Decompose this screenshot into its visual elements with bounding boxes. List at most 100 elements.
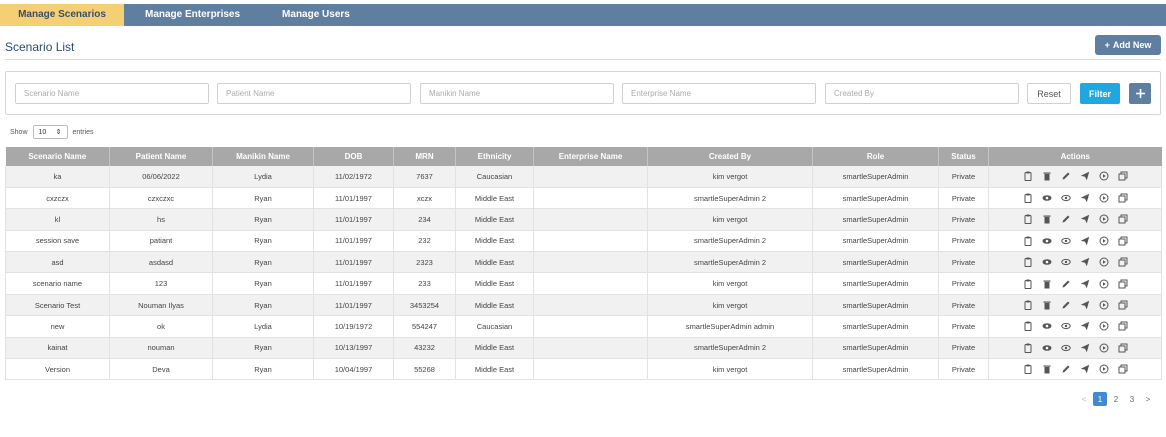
column-header[interactable]: Patient Name xyxy=(109,147,213,166)
column-header[interactable]: Manikin Name xyxy=(212,147,314,166)
eye-outline-icon[interactable] xyxy=(1059,319,1073,333)
table-row[interactable]: Scenario Test Nouman Ilyas Ryan 11/01/1997 3… xyxy=(5,294,1162,317)
table-row[interactable]: kl hs Ryan 11/01/1997 234 Middle East kim verg… xyxy=(5,208,1162,231)
tab-manage-enterprises[interactable]: Manage Enterprises xyxy=(145,9,241,20)
play-icon[interactable] xyxy=(1097,191,1111,205)
pencil-icon[interactable] xyxy=(1059,212,1073,226)
clipboard-icon[interactable] xyxy=(1021,255,1035,269)
table-row[interactable]: kainat nouman Ryan 10/13/1997 43232 Middle Ea… xyxy=(5,337,1162,360)
send-icon[interactable] xyxy=(1078,319,1092,333)
pencil-icon[interactable] xyxy=(1059,298,1073,312)
copy-icon[interactable] xyxy=(1116,255,1130,269)
eye-icon[interactable] xyxy=(1040,341,1054,355)
play-icon[interactable] xyxy=(1097,298,1111,312)
pencil-icon[interactable] xyxy=(1059,169,1073,183)
column-header[interactable]: Created By xyxy=(647,147,813,166)
send-icon[interactable] xyxy=(1078,234,1092,248)
trash-icon[interactable] xyxy=(1040,362,1054,376)
copy-icon[interactable] xyxy=(1116,191,1130,205)
table-row[interactable]: cxzczx czxczxc Ryan 11/01/1997 xczx Middle Ea… xyxy=(5,187,1162,210)
copy-icon[interactable] xyxy=(1116,277,1130,291)
send-icon[interactable] xyxy=(1078,191,1092,205)
trash-icon[interactable] xyxy=(1040,212,1054,226)
copy-icon[interactable] xyxy=(1116,212,1130,226)
add-new-button[interactable]: + Add New xyxy=(1095,35,1161,55)
send-icon[interactable] xyxy=(1078,277,1092,291)
filter-button[interactable]: Filter xyxy=(1080,83,1120,104)
send-icon[interactable] xyxy=(1078,255,1092,269)
eye-outline-icon[interactable] xyxy=(1059,255,1073,269)
column-header[interactable]: Status xyxy=(938,147,989,166)
column-header[interactable]: Ethnicity xyxy=(455,147,534,166)
clipboard-icon[interactable] xyxy=(1021,191,1035,205)
eye-icon[interactable] xyxy=(1040,191,1054,205)
play-icon[interactable] xyxy=(1097,255,1111,269)
send-icon[interactable] xyxy=(1078,341,1092,355)
trash-icon[interactable] xyxy=(1040,169,1054,183)
eye-icon[interactable] xyxy=(1040,255,1054,269)
column-header[interactable]: Enterprise Name xyxy=(533,147,648,166)
play-icon[interactable] xyxy=(1097,234,1111,248)
clipboard-icon[interactable] xyxy=(1021,298,1035,312)
copy-icon[interactable] xyxy=(1116,362,1130,376)
page-3-button[interactable]: 3 xyxy=(1129,394,1135,404)
eye-outline-icon[interactable] xyxy=(1059,341,1073,355)
table-row[interactable]: scenario name 123 Ryan 11/01/1997 233 Middle … xyxy=(5,272,1162,295)
play-icon[interactable] xyxy=(1097,362,1111,376)
patient-name-filter[interactable] xyxy=(217,83,411,104)
play-icon[interactable] xyxy=(1097,277,1111,291)
table-row[interactable]: new ok Lydia 10/19/1972 554247 Caucasian smart… xyxy=(5,315,1162,338)
play-icon[interactable] xyxy=(1097,169,1111,183)
eye-icon[interactable] xyxy=(1040,319,1054,333)
clipboard-icon[interactable] xyxy=(1021,277,1035,291)
reset-button[interactable]: Reset xyxy=(1027,83,1071,104)
table-row[interactable]: session save patiant Ryan 11/01/1997 232 Midd… xyxy=(5,230,1162,253)
copy-icon[interactable] xyxy=(1116,169,1130,183)
send-icon[interactable] xyxy=(1078,169,1092,183)
copy-icon[interactable] xyxy=(1116,234,1130,248)
send-icon[interactable] xyxy=(1078,362,1092,376)
table-row[interactable]: Version Deva Ryan 10/04/1997 55268 Middle Eas… xyxy=(5,358,1162,381)
tab-manage-users[interactable]: Manage Users xyxy=(282,9,350,20)
entries-select[interactable]: 10 ⇕ xyxy=(32,125,68,139)
trash-icon[interactable] xyxy=(1040,277,1054,291)
column-header[interactable]: MRN xyxy=(393,147,456,166)
clipboard-icon[interactable] xyxy=(1021,362,1035,376)
tab-manage-scenarios[interactable]: Manage Scenarios xyxy=(0,4,124,26)
next-page-button[interactable]: > xyxy=(1145,394,1151,404)
page-1-button[interactable]: 1 xyxy=(1093,392,1107,406)
play-icon[interactable] xyxy=(1097,319,1111,333)
manikin-name-filter[interactable] xyxy=(420,83,614,104)
copy-icon[interactable] xyxy=(1116,319,1130,333)
column-header[interactable]: Role xyxy=(812,147,939,166)
add-filter-button[interactable] xyxy=(1129,83,1151,104)
clipboard-icon[interactable] xyxy=(1021,234,1035,248)
clipboard-icon[interactable] xyxy=(1021,319,1035,333)
play-icon[interactable] xyxy=(1097,341,1111,355)
clipboard-icon[interactable] xyxy=(1021,169,1035,183)
column-header[interactable]: DOB xyxy=(313,147,394,166)
send-icon[interactable] xyxy=(1078,212,1092,226)
enterprise-name-filter[interactable] xyxy=(622,83,816,104)
created-by-filter[interactable] xyxy=(825,83,1019,104)
copy-icon[interactable] xyxy=(1116,341,1130,355)
play-icon[interactable] xyxy=(1097,212,1111,226)
table-row[interactable]: ka 06/06/2022 Lydia 11/02/1972 7637 Caucasian… xyxy=(5,166,1162,188)
eye-outline-icon[interactable] xyxy=(1059,191,1073,205)
pencil-icon[interactable] xyxy=(1059,277,1073,291)
cell-status: Private xyxy=(938,315,989,338)
clipboard-icon[interactable] xyxy=(1021,341,1035,355)
table-row[interactable]: asd asdasd Ryan 11/01/1997 2323 Middle East sm… xyxy=(5,251,1162,274)
column-header[interactable]: Scenario Name xyxy=(5,147,110,166)
eye-icon[interactable] xyxy=(1040,234,1054,248)
scenario-name-filter[interactable] xyxy=(15,83,209,104)
trash-icon[interactable] xyxy=(1040,298,1054,312)
pencil-icon[interactable] xyxy=(1059,362,1073,376)
clipboard-icon[interactable] xyxy=(1021,212,1035,226)
page-2-button[interactable]: 2 xyxy=(1113,394,1119,404)
cell-created-by: smartleSuperAdmin 2 xyxy=(647,251,813,274)
send-icon[interactable] xyxy=(1078,298,1092,312)
copy-icon[interactable] xyxy=(1116,298,1130,312)
prev-page-button[interactable]: < xyxy=(1081,394,1087,404)
eye-outline-icon[interactable] xyxy=(1059,234,1073,248)
